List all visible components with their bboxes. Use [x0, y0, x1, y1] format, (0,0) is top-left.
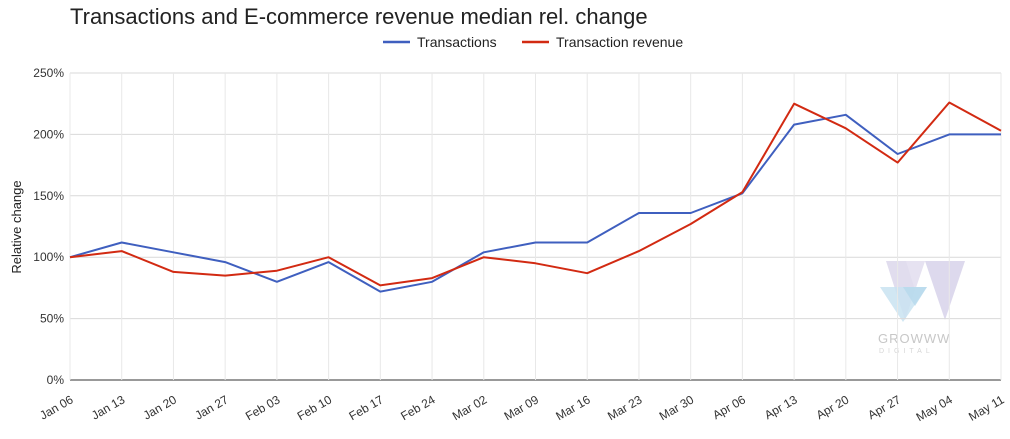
x-tick-label: Apr 20	[814, 392, 852, 422]
y-axis-label: Relative change	[9, 180, 24, 273]
legend: Transactions Transaction revenue	[383, 34, 683, 50]
x-tick-label: Apr 27	[865, 392, 903, 422]
series	[69, 101, 1002, 293]
y-tick-label: 50%	[40, 312, 64, 326]
watermark-brand: GROWWW	[878, 331, 950, 346]
chart-title: Transactions and E-commerce revenue medi…	[70, 4, 648, 29]
series-line-transaction-revenue	[69, 101, 1002, 287]
x-tick-label: Mar 30	[657, 392, 697, 423]
x-tick-label: Apr 06	[710, 392, 748, 422]
x-tick-label: Mar 16	[553, 392, 593, 423]
x-tick-label: Jan 27	[192, 392, 230, 422]
y-tick-label: 200%	[33, 127, 64, 141]
x-tick-label: May 11	[966, 392, 1007, 424]
grid	[69, 72, 1002, 381]
legend-label-transaction-revenue: Transaction revenue	[556, 34, 683, 50]
y-tick-label: 250%	[33, 66, 64, 80]
x-tick-label: Jan 13	[89, 392, 127, 422]
x-tick-label: Mar 02	[450, 392, 490, 423]
x-axis-ticks: Jan 06 Jan 13 Jan 20 Jan 27 Feb 03 Feb 10 Feb …	[37, 392, 1006, 424]
x-tick-label: Jan 06	[37, 392, 75, 422]
x-tick-label: Feb 10	[295, 392, 335, 423]
watermark-sub: DIGITAL	[879, 348, 934, 355]
x-tick-label: May 04	[914, 392, 955, 424]
x-tick-label: Feb 03	[243, 392, 283, 423]
series-line-transactions	[69, 113, 1001, 293]
x-tick-label: Feb 17	[346, 392, 386, 423]
y-tick-label: 150%	[33, 189, 64, 203]
y-tick-label: 100%	[33, 250, 64, 264]
x-tick-label: Feb 24	[398, 392, 438, 423]
x-tick-label: Jan 20	[141, 392, 179, 422]
y-axis-ticks: 0% 50% 100% 150% 200% 250%	[33, 66, 64, 387]
x-tick-label: Mar 09	[502, 392, 542, 423]
x-tick-label: Apr 13	[762, 392, 800, 422]
legend-label-transactions: Transactions	[417, 34, 497, 50]
growww-watermark-logo: GROWWW DIGITAL	[878, 261, 965, 355]
y-tick-label: 0%	[47, 373, 65, 387]
x-tick-label: Mar 23	[605, 392, 645, 423]
